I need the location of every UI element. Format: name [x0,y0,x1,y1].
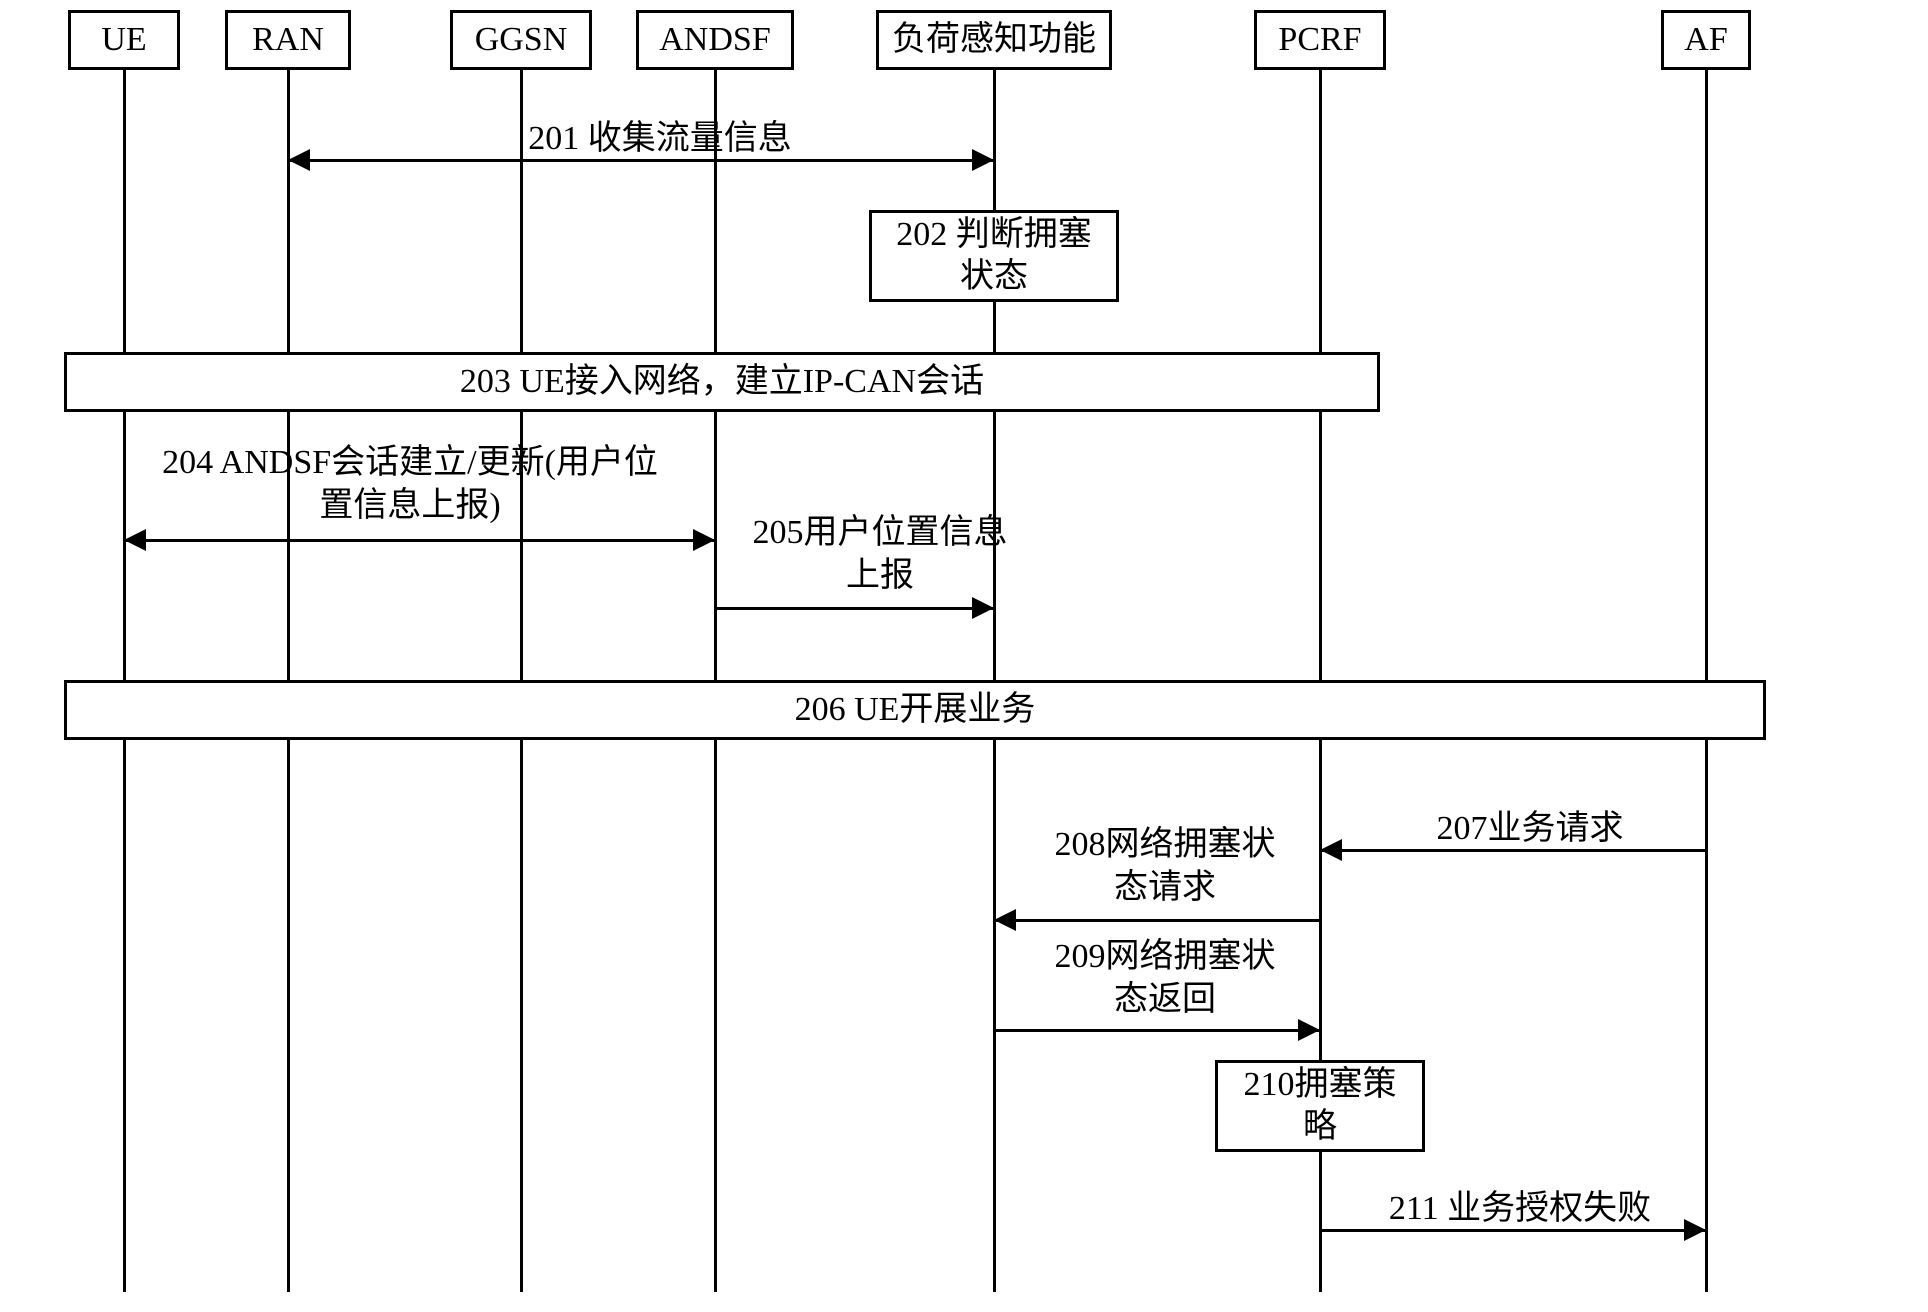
step-202-box: 202 判断拥塞 状态 [869,210,1119,302]
step-203-span: 203 UE接入网络，建立IP-CAN会话 [64,352,1380,412]
arrow-head-icon [124,529,146,551]
arrow-head-icon [972,597,994,619]
step-211-label: 211 业务授权失败 [1360,1188,1680,1231]
arrow-head-icon [1684,1219,1706,1241]
step-208-label: 208网络拥塞状 态请求 [1020,824,1310,909]
step-210-box: 210拥塞策 略 [1215,1060,1425,1152]
step-204-label: 204 ANDSF会话建立/更新(用户位 置信息上报) [120,442,700,527]
arrow-head-icon [994,909,1016,931]
step-201-label: 201 收集流量信息 [480,118,840,161]
step-205-label: 205用户位置信息 上报 [725,512,1035,597]
actor-ggsn: GGSN [450,10,592,70]
message-line [994,1029,1320,1032]
step-206-span: 206 UE开展业务 [64,680,1766,740]
arrow-head-icon [972,149,994,171]
actor-ran: RAN [225,10,351,70]
arrow-head-icon [1298,1019,1320,1041]
step-209-label: 209网络拥塞状 态返回 [1020,936,1310,1021]
arrow-head-icon [288,149,310,171]
arrow-head-icon [1320,839,1342,861]
message-line [124,539,715,542]
message-line [994,919,1320,922]
message-line [715,607,994,610]
actor-ue: UE [68,10,180,70]
actor-load: 负荷感知功能 [876,10,1112,70]
actor-pcrf: PCRF [1254,10,1386,70]
actor-andsf: ANDSF [636,10,794,70]
actor-af: AF [1661,10,1751,70]
step-207-label: 207业务请求 [1400,808,1660,851]
arrow-head-icon [693,529,715,551]
